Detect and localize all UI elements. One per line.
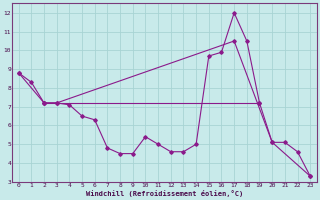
X-axis label: Windchill (Refroidissement éolien,°C): Windchill (Refroidissement éolien,°C): [86, 190, 243, 197]
